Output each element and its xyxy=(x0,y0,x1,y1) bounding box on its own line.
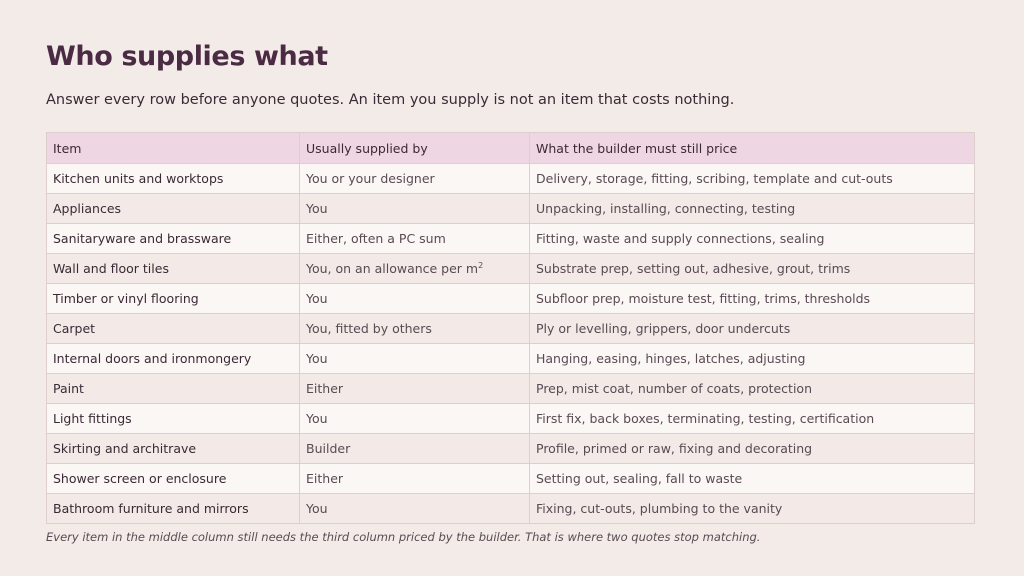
slide: Who supplies what Answer every row befor… xyxy=(46,38,975,544)
table-row: Skirting and architrave Builder Profile,… xyxy=(46,433,975,464)
superscript-squared: 2 xyxy=(478,260,484,270)
supply-table: Item Usually supplied by What the builde… xyxy=(46,132,975,524)
supplied-by-text: You, on an allowance per m xyxy=(306,261,479,276)
cell-supplied-by: Either xyxy=(299,463,530,494)
cell-supplied-by: Either xyxy=(299,373,530,404)
table-row: Shower screen or enclosure Either Settin… xyxy=(46,463,975,494)
cell-item: Sanitaryware and brassware xyxy=(46,223,300,254)
cell-item: Wall and floor tiles xyxy=(46,253,300,284)
cell-supplied-by: You, on an allowance per m2 xyxy=(299,253,530,284)
cell-must-price: Fixing, cut-outs, plumbing to the vanity xyxy=(529,493,975,524)
cell-item: Light fittings xyxy=(46,403,300,434)
cell-must-price: Subfloor prep, moisture test, fitting, t… xyxy=(529,283,975,314)
column-header-must-price: What the builder must still price xyxy=(529,132,975,164)
cell-item: Carpet xyxy=(46,313,300,344)
cell-item: Skirting and architrave xyxy=(46,433,300,464)
cell-supplied-by: You xyxy=(299,283,530,314)
cell-must-price: Hanging, easing, hinges, latches, adjust… xyxy=(529,343,975,374)
cell-must-price: Delivery, storage, fitting, scribing, te… xyxy=(529,163,975,194)
cell-item: Bathroom furniture and mirrors xyxy=(46,493,300,524)
table-row: Paint Either Prep, mist coat, number of … xyxy=(46,373,975,404)
cell-item: Internal doors and ironmongery xyxy=(46,343,300,374)
cell-supplied-by: You or your designer xyxy=(299,163,530,194)
cell-must-price: Ply or levelling, grippers, door undercu… xyxy=(529,313,975,344)
cell-must-price: Prep, mist coat, number of coats, protec… xyxy=(529,373,975,404)
cell-item: Shower screen or enclosure xyxy=(46,463,300,494)
cell-item: Paint xyxy=(46,373,300,404)
cell-item: Timber or vinyl flooring xyxy=(46,283,300,314)
page-subtitle: Answer every row before anyone quotes. A… xyxy=(46,92,735,108)
cell-item: Kitchen units and worktops xyxy=(46,163,300,194)
cell-must-price: First fix, back boxes, terminating, test… xyxy=(529,403,975,434)
cell-item: Appliances xyxy=(46,193,300,224)
cell-supplied-by: You xyxy=(299,193,530,224)
column-header-supplied-by: Usually supplied by xyxy=(299,132,530,164)
table-row: Wall and floor tiles You, on an allowanc… xyxy=(46,253,975,284)
table-row: Carpet You, fitted by others Ply or leve… xyxy=(46,313,975,344)
cell-supplied-by: You xyxy=(299,343,530,374)
cell-must-price: Fitting, waste and supply connections, s… xyxy=(529,223,975,254)
footnote: Every item in the middle column still ne… xyxy=(46,530,761,544)
table-row: Internal doors and ironmongery You Hangi… xyxy=(46,343,975,374)
cell-must-price: Setting out, sealing, fall to waste xyxy=(529,463,975,494)
cell-supplied-by: You xyxy=(299,493,530,524)
page-title: Who supplies what xyxy=(46,41,328,72)
table-row: Appliances You Unpacking, installing, co… xyxy=(46,193,975,224)
cell-supplied-by: Either, often a PC sum xyxy=(299,223,530,254)
cell-must-price: Substrate prep, setting out, adhesive, g… xyxy=(529,253,975,284)
column-header-item: Item xyxy=(46,132,300,164)
table-row: Light fittings You First fix, back boxes… xyxy=(46,403,975,434)
cell-supplied-by: Builder xyxy=(299,433,530,464)
table-row: Sanitaryware and brassware Either, often… xyxy=(46,223,975,254)
cell-supplied-by: You, fitted by others xyxy=(299,313,530,344)
cell-must-price: Profile, primed or raw, fixing and decor… xyxy=(529,433,975,464)
cell-must-price: Unpacking, installing, connecting, testi… xyxy=(529,193,975,224)
table-row: Timber or vinyl flooring You Subfloor pr… xyxy=(46,283,975,314)
table-row: Bathroom furniture and mirrors You Fixin… xyxy=(46,493,975,524)
table-row: Kitchen units and worktops You or your d… xyxy=(46,163,975,194)
table-header-row: Item Usually supplied by What the builde… xyxy=(46,132,975,164)
cell-supplied-by: You xyxy=(299,403,530,434)
